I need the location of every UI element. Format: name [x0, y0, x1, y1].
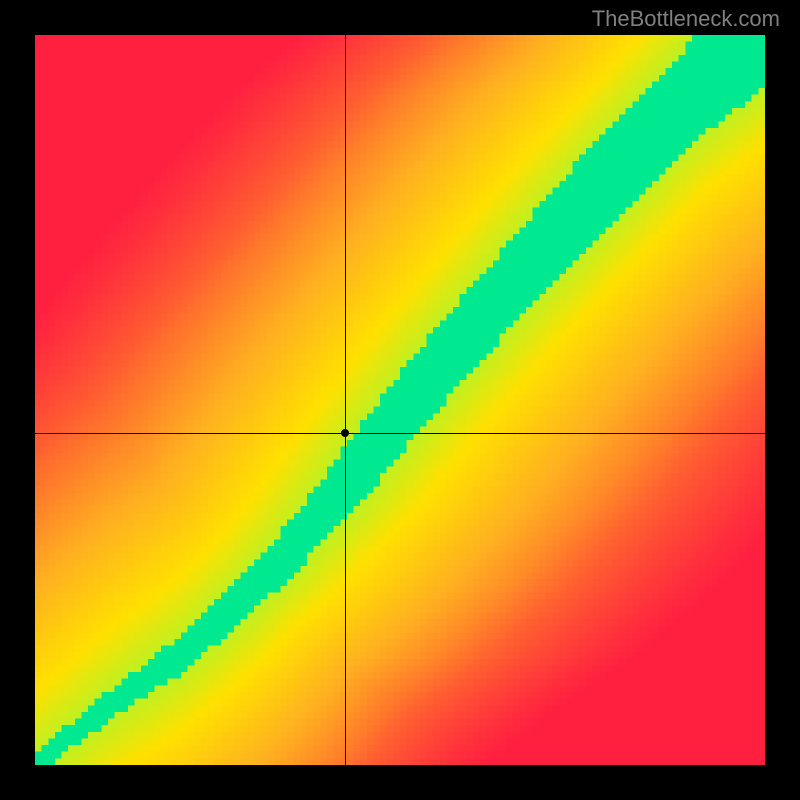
watermark-text: TheBottleneck.com [592, 6, 780, 32]
heatmap-canvas [35, 35, 765, 765]
marker-dot [341, 429, 349, 437]
crosshair-horizontal [35, 433, 765, 434]
crosshair-vertical [345, 35, 346, 765]
bottleneck-heatmap [35, 35, 765, 765]
